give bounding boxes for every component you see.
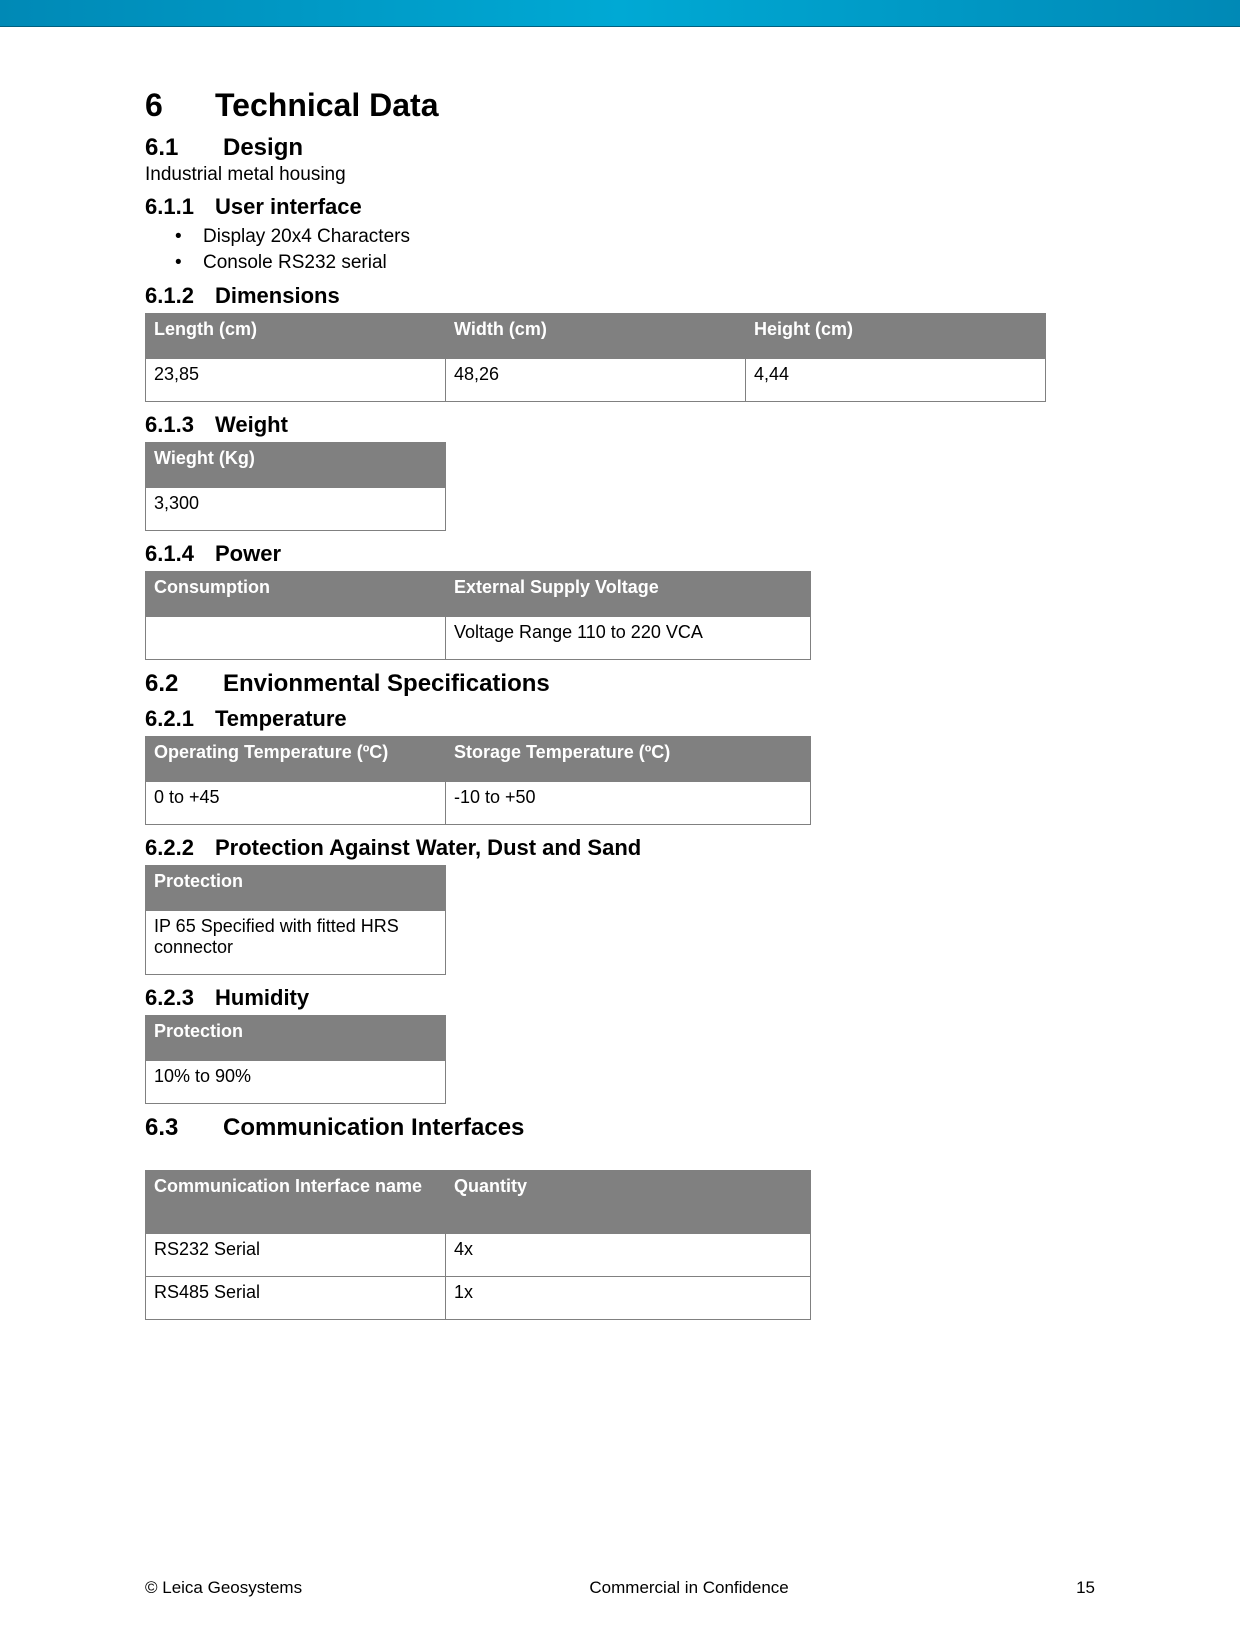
h3-title: Protection Against Water, Dust and Sand [215,835,641,860]
table-header: Width (cm) [446,314,746,359]
table-cell: 3,300 [146,488,446,531]
table-header: Protection [146,1016,446,1061]
h3-number: 6.2.2 [145,835,215,861]
heading-design: 6.1Design [145,134,1095,162]
ui-list: Display 20x4 Characters Console RS232 se… [145,224,1095,275]
table-cell: Voltage Range 110 to 220 VCA [446,617,811,660]
page-footer: © Leica Geosystems Commercial in Confide… [145,1578,1095,1598]
table-cell: RS232 Serial [146,1234,446,1277]
footer-center: Commercial in Confidence [589,1578,788,1598]
design-text: Industrial metal housing [145,164,1095,186]
h1-title: Technical Data [215,87,438,123]
table-row: RS232 Serial 4x [146,1234,811,1277]
h2-number: 6.2 [145,670,223,698]
h2-title: Design [223,134,303,161]
h3-title: Weight [215,412,288,437]
table-header: Length (cm) [146,314,446,359]
heading-1: 6Technical Data [145,87,1095,124]
table-cell: 4,44 [746,359,1046,402]
list-item: Console RS232 serial [203,250,1095,276]
h2-title: Communication Interfaces [223,1114,524,1141]
dimensions-table: Length (cm) Width (cm) Height (cm) 23,85… [145,313,1046,402]
table-header: Storage Temperature (ºC) [446,737,811,782]
h3-title: User interface [215,194,362,219]
heading-protection: 6.2.2Protection Against Water, Dust and … [145,835,1095,861]
list-item: Display 20x4 Characters [203,224,1095,250]
humidity-table: Protection 10% to 90% [145,1015,446,1104]
h3-title: Humidity [215,985,309,1010]
table-cell [146,617,446,660]
table-header: Height (cm) [746,314,1046,359]
h3-title: Power [215,541,281,566]
table-cell: 23,85 [146,359,446,402]
table-cell: IP 65 Specified with fitted HRS connecto… [146,911,446,975]
table-row: 0 to +45 -10 to +50 [146,782,811,825]
table-cell: -10 to +50 [446,782,811,825]
h1-number: 6 [145,87,215,124]
h3-title: Dimensions [215,283,340,308]
h2-number: 6.1 [145,134,223,162]
h3-number: 6.2.3 [145,985,215,1011]
h3-number: 6.1.2 [145,283,215,309]
h2-number: 6.3 [145,1114,223,1142]
h2-title: Envionmental Specifications [223,670,550,697]
h3-number: 6.1.3 [145,412,215,438]
heading-temperature: 6.2.1Temperature [145,706,1095,732]
table-row: 23,85 48,26 4,44 [146,359,1046,402]
h3-number: 6.1.1 [145,194,215,220]
table-header: Wieght (Kg) [146,443,446,488]
heading-humidity: 6.2.3Humidity [145,985,1095,1011]
heading-comm: 6.3Communication Interfaces [145,1114,1095,1142]
table-row: RS485 Serial 1x [146,1277,811,1320]
table-header: Consumption [146,572,446,617]
table-cell: 10% to 90% [146,1061,446,1104]
table-row: 10% to 90% [146,1061,446,1104]
table-cell: RS485 Serial [146,1277,446,1320]
h3-number: 6.1.4 [145,541,215,567]
table-header: Protection [146,866,446,911]
table-header: Operating Temperature (ºC) [146,737,446,782]
table-cell: 0 to +45 [146,782,446,825]
top-banner [0,0,1240,27]
table-cell: 4x [446,1234,811,1277]
page-content: 6Technical Data 6.1Design Industrial met… [0,27,1240,1320]
table-header: Communication Interface name [146,1171,446,1234]
temperature-table: Operating Temperature (ºC) Storage Tempe… [145,736,811,825]
table-row: IP 65 Specified with fitted HRS connecto… [146,911,446,975]
weight-table: Wieght (Kg) 3,300 [145,442,446,531]
footer-page-number: 15 [1076,1578,1095,1598]
table-header: External Supply Voltage [446,572,811,617]
power-table: Consumption External Supply Voltage Volt… [145,571,811,660]
h3-title: Temperature [215,706,347,731]
table-cell: 1x [446,1277,811,1320]
table-header: Quantity [446,1171,811,1234]
heading-ui: 6.1.1User interface [145,194,1095,220]
heading-weight: 6.1.3Weight [145,412,1095,438]
protection-table: Protection IP 65 Specified with fitted H… [145,865,446,975]
table-row: Voltage Range 110 to 220 VCA [146,617,811,660]
heading-power: 6.1.4Power [145,541,1095,567]
heading-dimensions: 6.1.2Dimensions [145,283,1095,309]
heading-env: 6.2Envionmental Specifications [145,670,1095,698]
footer-left: © Leica Geosystems [145,1578,302,1598]
table-row: 3,300 [146,488,446,531]
communication-table: Communication Interface name Quantity RS… [145,1170,811,1320]
table-cell: 48,26 [446,359,746,402]
h3-number: 6.2.1 [145,706,215,732]
